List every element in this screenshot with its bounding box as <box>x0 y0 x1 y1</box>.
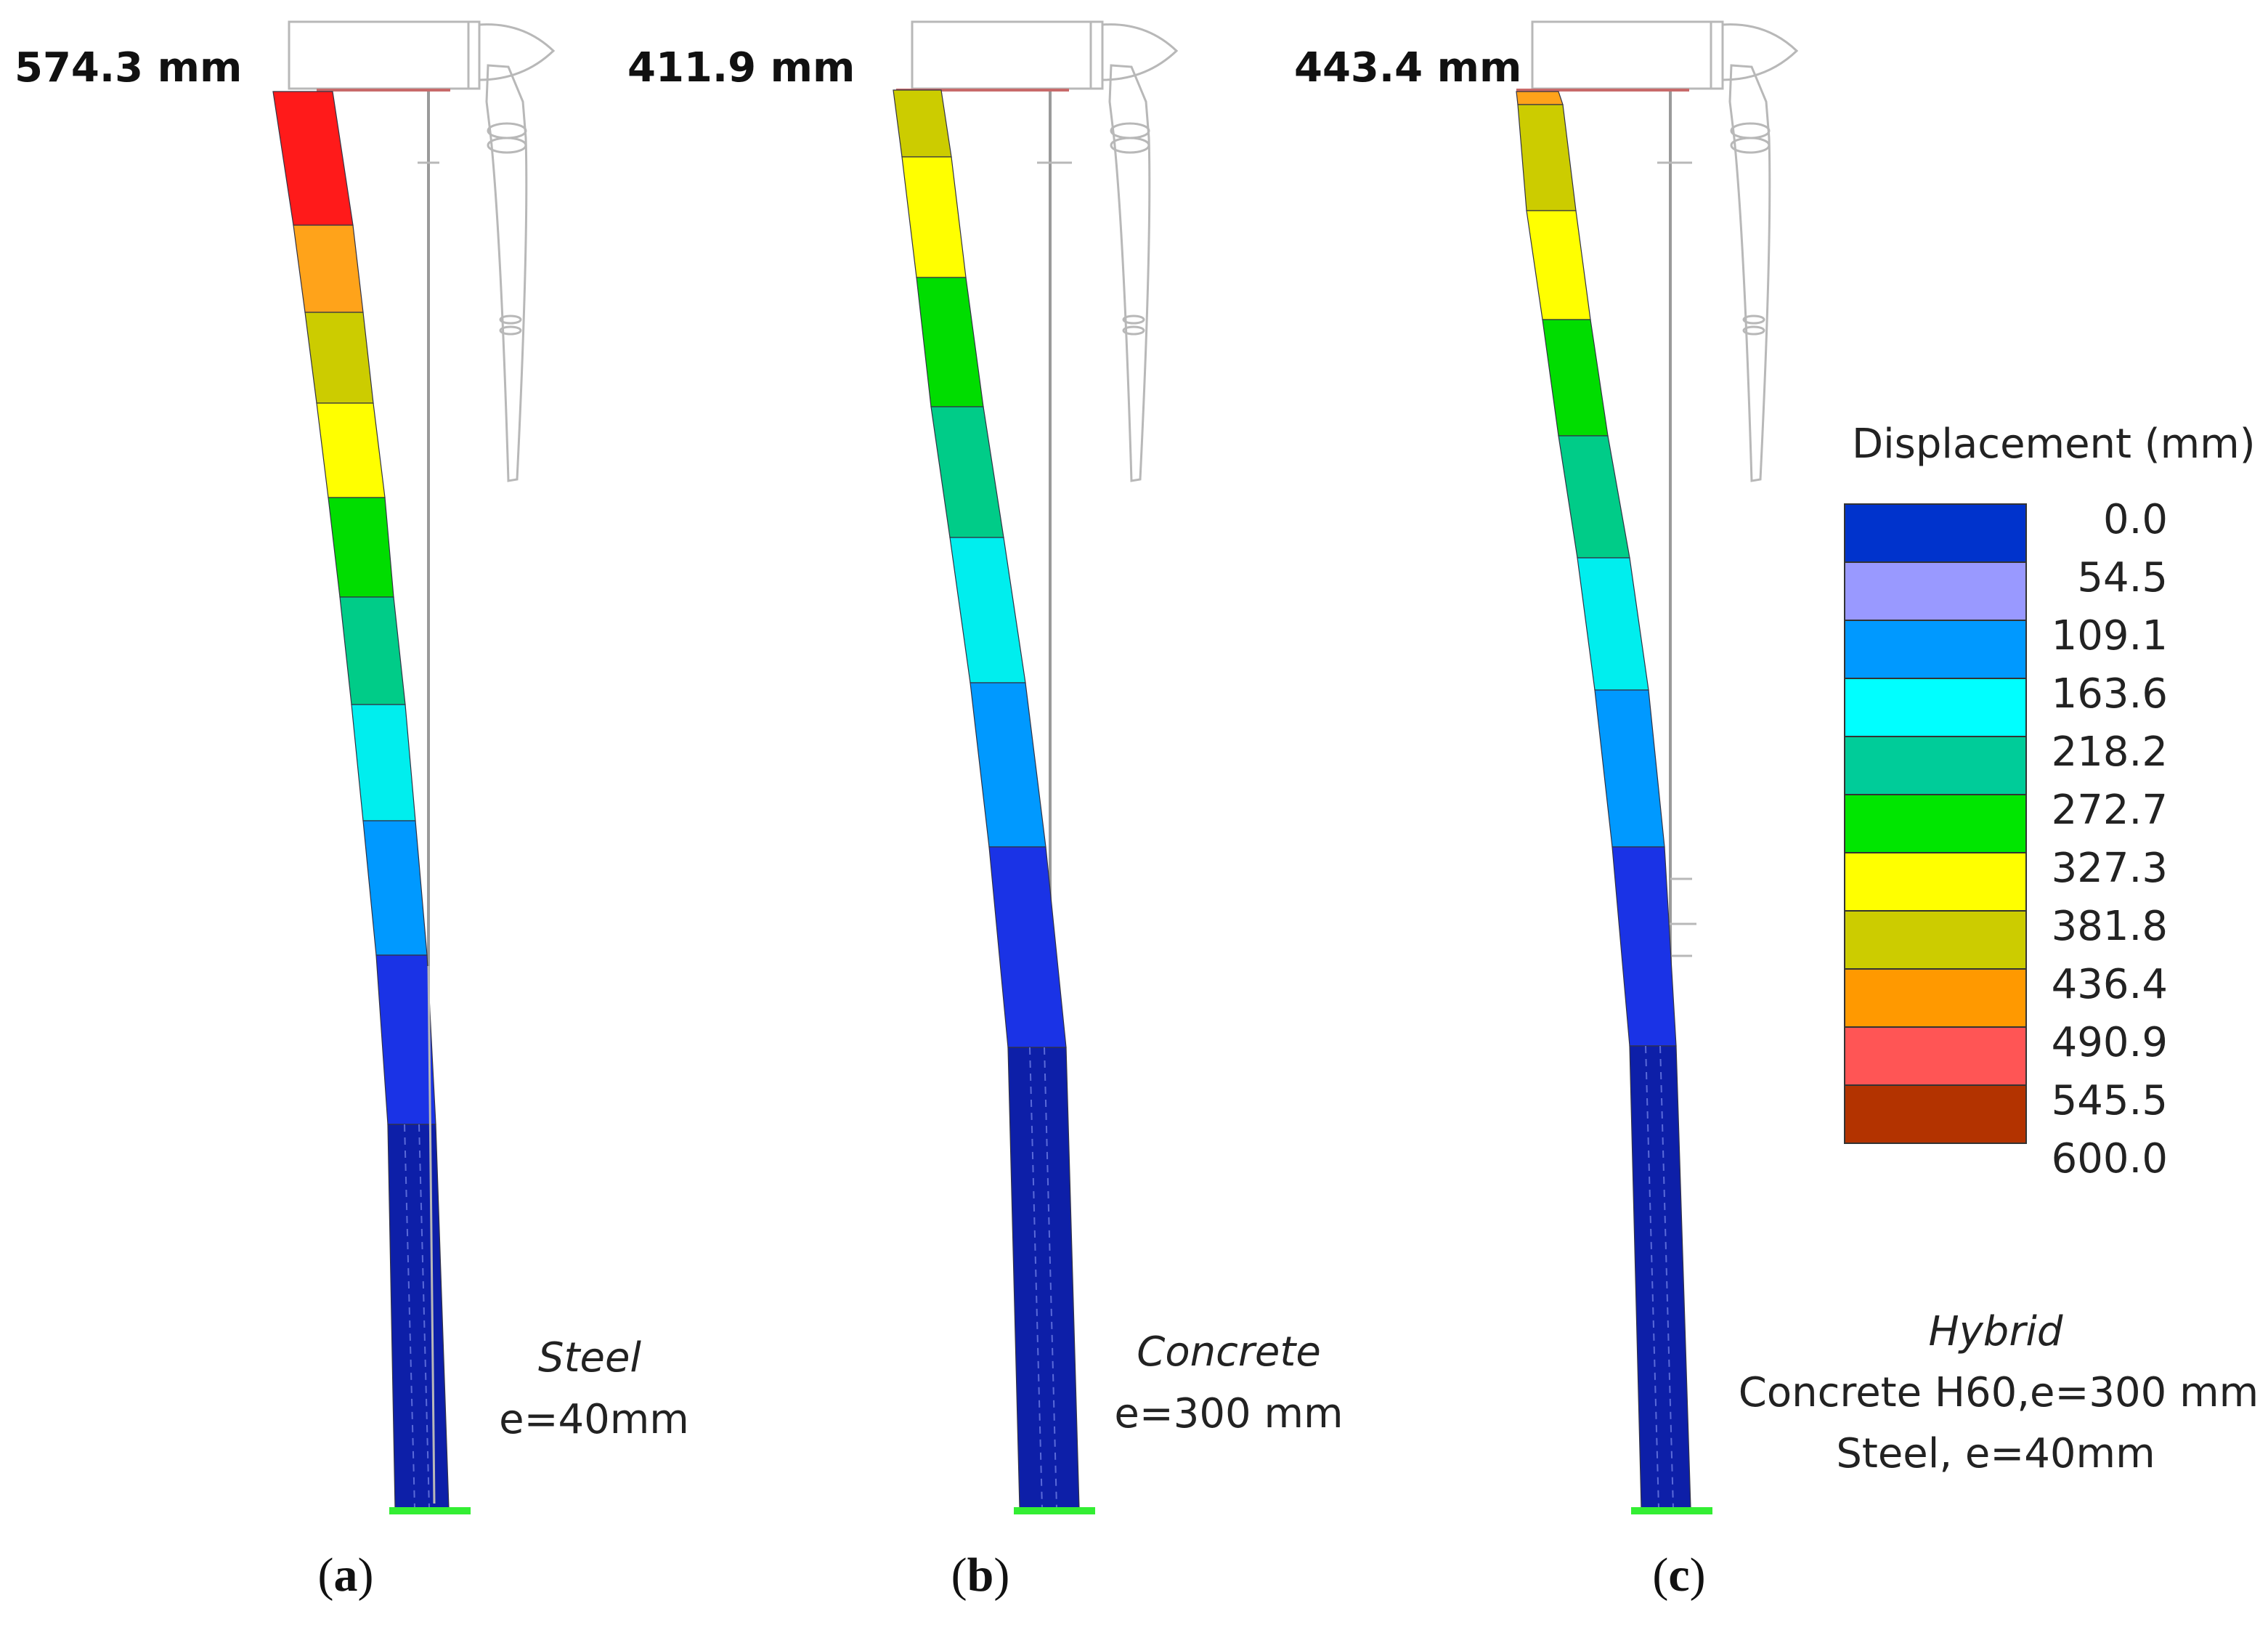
panel-label-a: (a) <box>318 1549 374 1602</box>
legend-swatch <box>1844 620 2027 679</box>
tower-segment <box>1526 210 1591 320</box>
legend-swatch <box>1844 910 2027 970</box>
max-displacement-a: 574.3 mm <box>15 44 242 92</box>
max-displacement-b: 411.9 mm <box>627 44 855 92</box>
legend-tick-label: 218.2 <box>2052 729 2168 776</box>
tower-segment <box>1007 1047 1080 1509</box>
tower-segment <box>272 91 354 226</box>
legend-swatch <box>1844 561 2027 621</box>
legend-swatch <box>1844 678 2027 737</box>
tower-segment <box>1542 319 1609 437</box>
tower-c <box>1516 91 1691 1509</box>
tower-segment <box>1516 91 1564 105</box>
legend-title: Displacement (mm) <box>1852 421 2256 468</box>
material-detail-c-2: Steel, e=40mm <box>1836 1430 2155 1477</box>
tower-a <box>272 91 450 1509</box>
tower-segment <box>387 1124 450 1509</box>
tower-segment <box>1629 1045 1691 1509</box>
tower-segment <box>930 406 1004 538</box>
tower-base-c <box>1631 1507 1712 1514</box>
legend-tick-label: 490.9 <box>2052 1019 2168 1066</box>
tower-segment <box>1611 846 1677 1047</box>
legend-tick-label: 272.7 <box>2052 787 2168 834</box>
tower-inner-line <box>1029 1047 1043 1509</box>
legend-swatch <box>1844 852 2027 912</box>
material-name-a: Steel <box>538 1334 641 1381</box>
legend-tick-label: 54.5 <box>2077 554 2168 601</box>
tower-segment <box>1594 689 1665 848</box>
tower-segment <box>328 497 394 598</box>
material-detail-c-1: Concrete H60,e=300 mm <box>1739 1369 2259 1416</box>
material-name-b: Concrete <box>1137 1328 1321 1376</box>
tower-segment <box>901 156 967 278</box>
legend-swatch <box>1844 794 2027 853</box>
tower-inner-line <box>1659 1045 1674 1509</box>
legend-tick-label: 0.0 <box>2103 496 2168 543</box>
tower-segment <box>351 704 416 821</box>
tower-segment <box>362 820 428 956</box>
tower-segment <box>1517 104 1577 211</box>
panel-c: 443.4 mm Hybrid Concrete H60,e=300 mm St… <box>1294 20 2259 1602</box>
legend: Displacement (mm) 0.0 54.5 109.1 163.6 218.2… <box>1844 421 2256 1182</box>
panel-label-c: (c) <box>1652 1549 1705 1602</box>
tower-segment <box>316 402 386 498</box>
material-thickness-b: e=300 mm <box>1114 1390 1343 1437</box>
tower-base-a <box>389 1507 471 1514</box>
legend-tick-label: 381.8 <box>2052 903 2168 950</box>
legend-ticks: 0.0 54.5 109.1 163.6 218.2 272.7 327.3 381.8 436… <box>2052 496 2168 1182</box>
tower-inner-line <box>1645 1045 1659 1509</box>
legend-swatches <box>1844 503 2027 1144</box>
tower-segment <box>1558 435 1630 559</box>
legend-swatch <box>1844 968 2027 1028</box>
tower-base-b <box>1014 1507 1095 1514</box>
legend-tick-label: 436.4 <box>2052 961 2168 1008</box>
legend-swatch <box>1844 1084 2027 1144</box>
legend-tick-label: 545.5 <box>2052 1077 2168 1124</box>
tower-inner-line <box>418 1124 430 1509</box>
tower-segment <box>1577 557 1649 691</box>
tower-segment <box>304 312 374 404</box>
material-name-c: Hybrid <box>1929 1308 2063 1355</box>
tower-segment <box>949 537 1026 683</box>
tower-segment <box>988 846 1067 1048</box>
panel-a: 574.3 mm Steel e=40mm (a) <box>15 20 689 1602</box>
max-displacement-c: 443.4 mm <box>1294 44 1521 92</box>
panel-b: 411.9 mm Concrete e=300 mm (b) <box>627 20 1344 1602</box>
legend-swatch <box>1844 1026 2027 1086</box>
material-thickness-a: e=40mm <box>499 1396 689 1443</box>
tower-b <box>893 89 1080 1509</box>
tower-segment <box>339 596 406 705</box>
tower-inner-line <box>1044 1047 1057 1509</box>
tower-inner-line <box>404 1124 415 1509</box>
tower-segment <box>293 224 364 313</box>
tower-segment <box>893 89 952 158</box>
tower-segment <box>375 954 436 1125</box>
panel-label-b: (b) <box>951 1549 1010 1602</box>
legend-swatch <box>1844 736 2027 795</box>
legend-swatch <box>1844 503 2027 563</box>
legend-tick-label: 163.6 <box>2052 670 2168 718</box>
tower-segment <box>970 682 1046 848</box>
legend-tick-label: 600.0 <box>2052 1135 2168 1182</box>
tower-segment <box>916 277 984 407</box>
legend-tick-label: 327.3 <box>2052 845 2168 892</box>
legend-tick-label: 109.1 <box>2052 612 2168 660</box>
